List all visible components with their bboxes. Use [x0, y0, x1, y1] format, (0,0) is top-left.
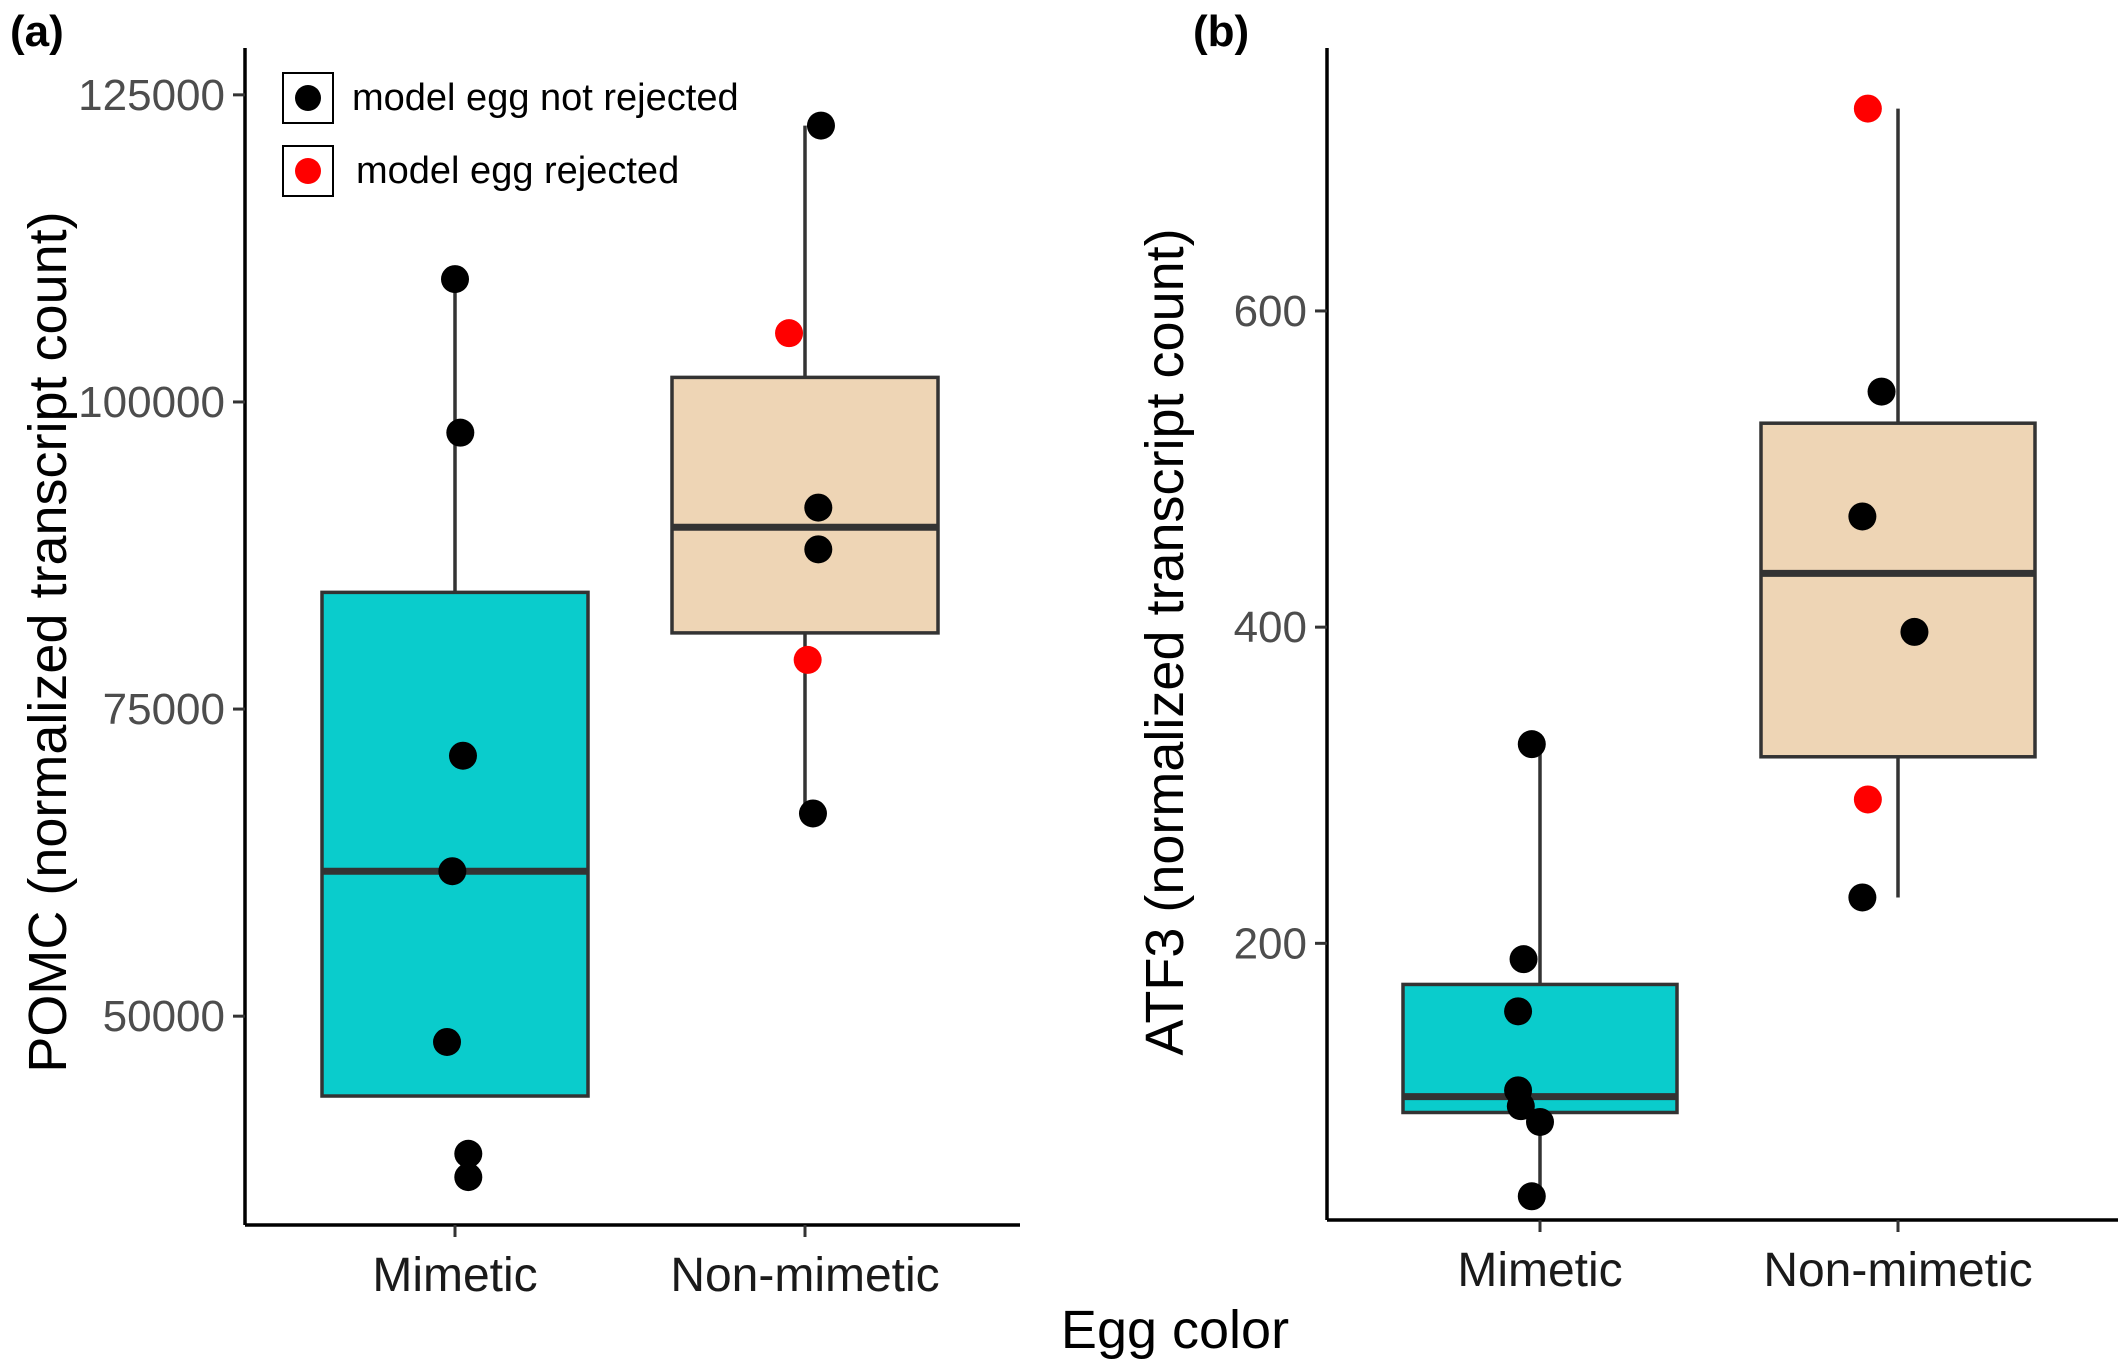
panel-a-y-tick-label: 50000	[103, 992, 225, 1041]
panel-b-y-tick-label: 600	[1234, 287, 1307, 336]
panel-b-point-not-rejected	[1526, 1107, 1554, 1136]
panel-b-label: (b)	[1193, 7, 1249, 56]
panel-a-point-rejected	[775, 319, 804, 348]
panel-b-y-tick-label: 400	[1234, 603, 1307, 652]
panel-a-point-not-rejected	[806, 111, 835, 140]
panel-b-point-not-rejected	[1848, 883, 1877, 912]
panel-a-point-not-rejected	[438, 857, 467, 886]
panel-b-point-not-rejected	[1504, 997, 1533, 1026]
panel-a-y-tick-label: 100000	[78, 378, 225, 427]
panel-a-x-tick-label: Non-mimetic	[670, 1249, 939, 1302]
panel-a-box	[320, 590, 590, 1098]
panel-a-point-not-rejected	[441, 265, 469, 294]
panel-b-point-not-rejected	[1509, 945, 1538, 974]
legend: model egg not rejected model egg rejecte…	[282, 72, 739, 197]
panel-b-x-tick-label: Mimetic	[1457, 1244, 1622, 1297]
panel-a-x-tick-label: Mimetic	[372, 1249, 537, 1302]
panel-b-point-rejected	[1853, 785, 1882, 814]
panel-b-box	[1759, 421, 2037, 759]
panel-a-point-not-rejected	[454, 1163, 483, 1192]
panel-a-point-not-rejected	[798, 799, 827, 828]
legend-label-rejected: model egg rejected	[356, 150, 679, 192]
x-axis-title: Egg color	[1061, 1300, 1289, 1360]
panel-b-points	[1504, 94, 1929, 1211]
panel-a-point-not-rejected	[446, 418, 475, 447]
panel-b-y-axis-title: ATF3 (normalized transcript count)	[1135, 228, 1195, 1055]
legend-label-not-rejected: model egg not rejected	[352, 77, 739, 119]
panel-b: (b) 200 400 600 Mimetic Non-mimetic ATF3 (no…	[1135, 7, 2118, 1297]
panel-a-point-not-rejected	[448, 741, 477, 770]
panel-a: (a) 50000 75000 100000 125000 Mimetic Non-mim…	[10, 7, 1020, 1302]
legend-key-not-rejected-dot	[295, 85, 321, 111]
panel-b-point-not-rejected	[1506, 1092, 1535, 1121]
panel-a-point-rejected	[793, 645, 822, 674]
panel-a-y-tick-label: 125000	[78, 71, 225, 120]
panel-b-point-not-rejected	[1517, 1182, 1546, 1211]
panel-b-point-not-rejected	[1517, 730, 1546, 759]
panel-a-points	[433, 111, 835, 1192]
panel-a-point-not-rejected	[433, 1027, 462, 1056]
panel-a-axes: 50000 75000 100000 125000 Mimetic Non-mimetic	[78, 48, 1020, 1302]
panel-b-axes: 200 400 600 Mimetic Non-mimetic	[1234, 48, 2118, 1297]
panel-b-box	[1401, 982, 1679, 1115]
panel-a-point-not-rejected	[454, 1139, 483, 1168]
panel-b-point-not-rejected	[1848, 502, 1877, 531]
legend-key-rejected-dot	[295, 158, 321, 184]
panel-b-x-tick-label: Non-mimetic	[1763, 1244, 2032, 1297]
panel-a-y-axis-title: POMC (normalized transcript count)	[18, 211, 78, 1072]
panel-a-boxes	[320, 125, 940, 1098]
panel-a-point-not-rejected	[804, 535, 833, 564]
panel-b-boxes	[1401, 108, 2037, 1197]
panel-a-y-tick-label: 75000	[103, 685, 225, 734]
panel-a-point-not-rejected	[804, 493, 833, 522]
panel-b-point-not-rejected	[1900, 617, 1929, 646]
panel-b-point-not-rejected	[1867, 377, 1896, 406]
legend-key-not-rejected-box	[282, 72, 334, 124]
panel-b-point-rejected	[1853, 94, 1882, 123]
panel-a-label: (a)	[10, 7, 64, 56]
panel-b-y-tick-label: 200	[1234, 919, 1307, 968]
